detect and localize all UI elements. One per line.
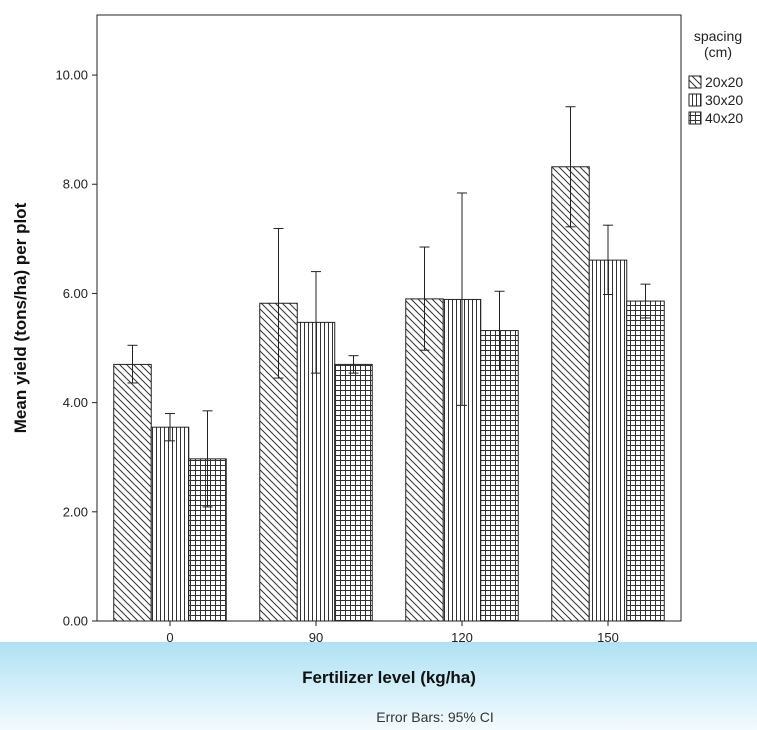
x-axis-title: Fertilizer level (kg/ha)	[302, 668, 476, 687]
legend-title-line2: (cm)	[704, 44, 732, 60]
x-tick-label: 0	[166, 630, 173, 645]
error-bars-group	[127, 106, 651, 508]
x-tick-label: 90	[309, 630, 323, 645]
y-tick-label: 2.00	[63, 504, 88, 519]
error-bars-footnote: Error Bars: 95% CI	[376, 709, 493, 725]
watermark-logo	[0, 642, 757, 730]
y-axis-title: Mean yield (tons/ha) per plot	[11, 202, 30, 433]
legend: spacing (cm) 20x20 30x20 40x20	[688, 28, 743, 126]
legend-title-line1: spacing	[694, 28, 742, 44]
x-axis-ticks: 0 90 120 150	[166, 621, 619, 645]
bar-30x20-0	[150, 426, 190, 622]
bar-30x20-150	[588, 259, 628, 622]
y-tick-label: 6.00	[63, 286, 88, 301]
x-tick-label: 150	[597, 630, 619, 645]
legend-label-40x20: 40x20	[705, 110, 743, 126]
y-tick-label: 10.00	[55, 68, 88, 83]
legend-swatch-30x20	[688, 93, 702, 107]
legend-label-30x20: 30x20	[705, 92, 743, 108]
x-tick-label: 120	[451, 630, 473, 645]
bar-40x20-150	[626, 300, 665, 622]
bar-20x20-120	[405, 298, 444, 622]
y-tick-label: 4.00	[63, 395, 88, 410]
bar-20x20-0	[113, 363, 152, 622]
legend-label-20x20: 20x20	[705, 74, 743, 90]
bar-40x20-120	[480, 330, 519, 622]
bar-40x20-90	[334, 363, 373, 622]
y-tick-label: 8.00	[63, 177, 88, 192]
y-axis-ticks: 0.00 2.00 4.00 6.00 8.00 10.00	[55, 68, 97, 629]
y-tick-label: 0.00	[63, 614, 88, 629]
legend-swatch-40x20	[688, 111, 702, 125]
legend-swatch-20x20	[688, 75, 702, 89]
bar-20x20-150	[551, 166, 590, 622]
